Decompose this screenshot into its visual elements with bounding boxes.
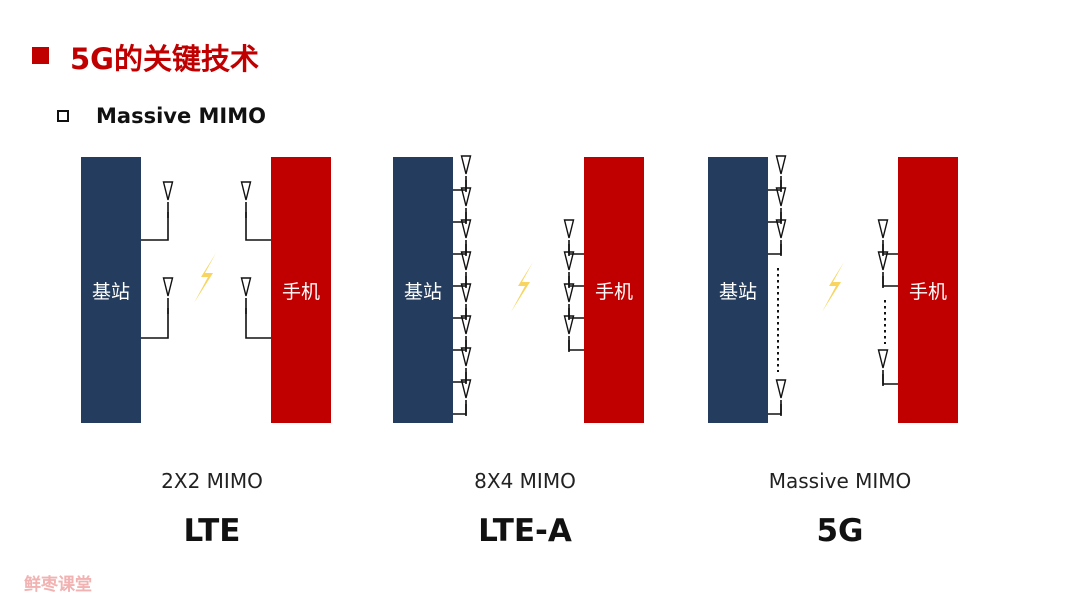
antenna-icon bbox=[775, 155, 787, 193]
antenna-icon bbox=[460, 251, 472, 289]
antenna-icon bbox=[563, 283, 575, 321]
5g-bs-antennas bbox=[768, 155, 787, 417]
lte-base-station: 基站 bbox=[81, 157, 141, 423]
5g-phone-antennas bbox=[877, 219, 898, 387]
antenna-icon bbox=[877, 349, 889, 387]
lte-a-base-station: 基站 bbox=[393, 157, 453, 423]
antenna-icon bbox=[775, 219, 787, 257]
antenna-icon bbox=[240, 277, 252, 315]
antenna-icon bbox=[460, 379, 472, 417]
5g-base-station: 基站 bbox=[708, 157, 768, 423]
antenna-icon bbox=[460, 187, 472, 225]
lte-generation-label: LTE bbox=[183, 513, 241, 549]
lte-lightning-icon bbox=[194, 253, 216, 303]
lte-phone-label: 手机 bbox=[281, 280, 320, 303]
lte-a-lightning-icon bbox=[511, 262, 533, 312]
5g-base-station-label: 基站 bbox=[718, 280, 757, 303]
title-bullet-square bbox=[32, 47, 49, 64]
brand-watermark: 鲜枣课堂 bbox=[24, 575, 92, 595]
antenna-icon bbox=[162, 277, 174, 315]
lte-a-bs-antennas bbox=[453, 155, 472, 417]
antenna-icon bbox=[460, 155, 472, 193]
antenna-icon bbox=[460, 347, 472, 385]
5g-mimo-label: Massive MIMO bbox=[768, 469, 912, 493]
antenna-icon bbox=[775, 379, 787, 417]
page-title: 5G的关键技术 bbox=[70, 42, 259, 76]
lte-a-mimo-label: 8X4 MIMO bbox=[474, 469, 576, 493]
antenna-icon bbox=[460, 283, 472, 321]
antenna-icon bbox=[563, 251, 575, 289]
antenna-icon bbox=[775, 187, 787, 225]
5g-phone: 手机 bbox=[898, 157, 958, 423]
lte-base-station-label: 基站 bbox=[91, 280, 130, 303]
lte-a-phone-antennas bbox=[563, 219, 584, 353]
lte-a-base-station-label: 基站 bbox=[403, 280, 442, 303]
antenna-icon bbox=[877, 219, 889, 257]
lte-a-phone: 手机 bbox=[584, 157, 644, 423]
antenna-icon bbox=[877, 251, 889, 289]
lte-a-generation-label: LTE-A bbox=[478, 513, 572, 549]
antenna-icon bbox=[563, 219, 575, 257]
lte-phone: 手机 bbox=[271, 157, 331, 423]
lte-phone-antennas bbox=[240, 181, 271, 339]
antenna-icon bbox=[240, 181, 252, 219]
lte-bs-antennas bbox=[141, 181, 174, 339]
antenna-icon bbox=[460, 315, 472, 353]
5g-phone-label: 手机 bbox=[908, 280, 947, 303]
5g-generation-label: 5G bbox=[816, 513, 864, 549]
antenna-icon bbox=[563, 315, 575, 353]
lte-mimo-label: 2X2 MIMO bbox=[161, 469, 263, 493]
subtitle-bullet-square bbox=[57, 110, 69, 122]
antenna-icon bbox=[162, 181, 174, 219]
lte-a-phone-label: 手机 bbox=[594, 280, 633, 303]
antenna-icon bbox=[460, 219, 472, 257]
section-subtitle: Massive MIMO bbox=[96, 104, 266, 128]
5g-lightning-icon bbox=[822, 262, 844, 312]
